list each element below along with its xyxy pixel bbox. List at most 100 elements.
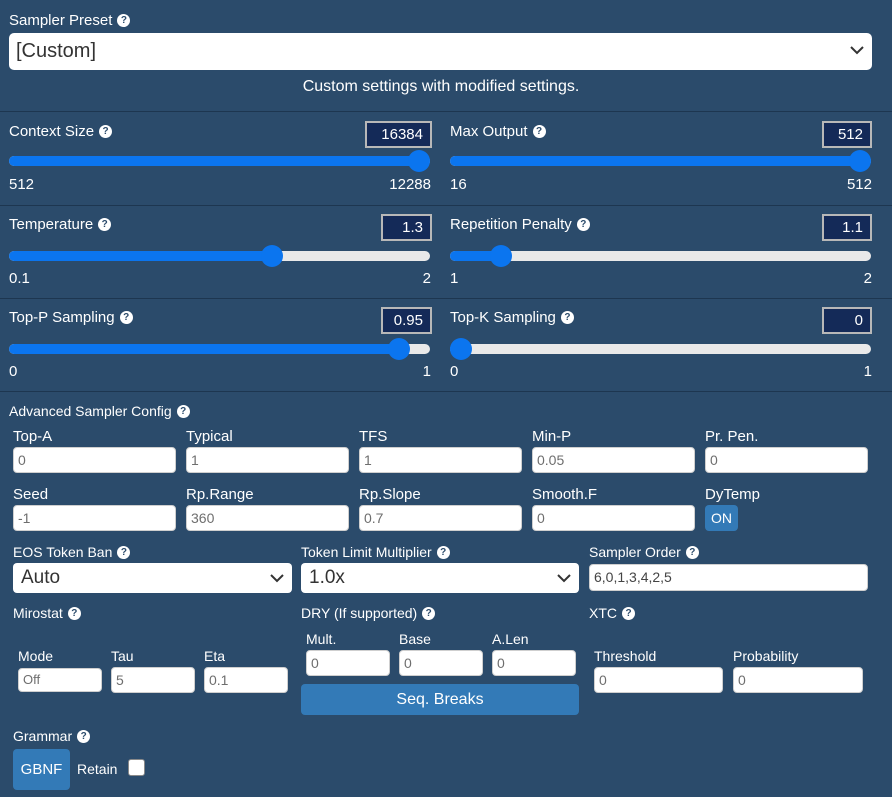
xtc-threshold-input[interactable]: 0 bbox=[594, 667, 723, 693]
top-p-input[interactable]: 0.95 bbox=[381, 307, 432, 334]
token-limit-label: Token Limit Multiplier? bbox=[301, 544, 450, 560]
eos-token-ban-select[interactable]: Auto bbox=[13, 563, 292, 593]
grammar-label: Grammar? bbox=[13, 728, 91, 744]
mirostat-tau-input[interactable]: 5 bbox=[111, 667, 195, 693]
help-icon[interactable]: ? bbox=[99, 124, 113, 138]
top-k-slider[interactable] bbox=[450, 338, 871, 360]
pr-pen-input[interactable]: 0 bbox=[705, 447, 868, 473]
slider-fill bbox=[450, 251, 501, 261]
context-size-input[interactable]: 16384 bbox=[365, 121, 432, 148]
temperature-slider[interactable] bbox=[9, 245, 430, 267]
help-icon[interactable]: ? bbox=[685, 545, 699, 559]
dry-alen-input[interactable]: 0 bbox=[492, 650, 576, 676]
context-size-slider[interactable] bbox=[9, 150, 430, 172]
top-k-label: Top-K Sampling? bbox=[450, 309, 574, 326]
slider-thumb[interactable] bbox=[388, 338, 411, 360]
slider-thumb[interactable] bbox=[489, 245, 512, 267]
dry-label: DRY (If supported)? bbox=[301, 605, 436, 621]
gbnf-button[interactable]: GBNF bbox=[13, 749, 70, 790]
seed-input[interactable]: -1 bbox=[13, 505, 176, 531]
dytemp-toggle-button[interactable]: ON bbox=[705, 505, 738, 531]
mirostat-eta-input[interactable]: 0.1 bbox=[204, 667, 288, 693]
slider-fill bbox=[9, 251, 272, 261]
slider-thumb[interactable] bbox=[408, 150, 430, 172]
sampler-order-input[interactable]: 6,0,1,3,4,2,5 bbox=[589, 564, 868, 591]
max-output-input[interactable]: 512 bbox=[822, 121, 872, 148]
max-output-label-text: Max Output bbox=[450, 123, 528, 140]
slider-thumb[interactable] bbox=[849, 150, 871, 172]
typical-input[interactable]: 1 bbox=[186, 447, 349, 473]
top-k-input[interactable]: 0 bbox=[822, 307, 872, 334]
slider-fill bbox=[9, 156, 419, 166]
max-output-max: 512 bbox=[846, 176, 872, 193]
context-size-label: Context Size? bbox=[9, 123, 113, 140]
sampler-order-label: Sampler Order? bbox=[589, 544, 699, 560]
sampler-preset-value: [Custom] bbox=[16, 40, 97, 62]
seq-breaks-button[interactable]: Seq. Breaks bbox=[301, 684, 579, 715]
top-a-input[interactable]: 0 bbox=[13, 447, 176, 473]
top-p-label-text: Top-P Sampling bbox=[9, 309, 115, 326]
dry-mult-input[interactable]: 0 bbox=[306, 650, 390, 676]
mirostat-mode-select[interactable]: Off bbox=[18, 668, 102, 692]
top-k-min: 0 bbox=[450, 363, 459, 380]
temperature-max: 2 bbox=[422, 270, 431, 287]
tfs-input[interactable]: 1 bbox=[359, 447, 522, 473]
top-a-label: Top-A bbox=[13, 428, 53, 445]
min-p-input[interactable]: 0.05 bbox=[532, 447, 695, 473]
retain-checkbox[interactable] bbox=[128, 759, 145, 776]
help-icon[interactable]: ? bbox=[622, 606, 635, 620]
mirostat-eta-label: Eta bbox=[204, 648, 226, 664]
help-icon[interactable]: ? bbox=[67, 606, 81, 620]
slider-thumb[interactable] bbox=[261, 245, 283, 267]
dry-base-label: Base bbox=[399, 631, 431, 647]
mirostat-tau-label: Tau bbox=[111, 648, 134, 664]
help-icon[interactable]: ? bbox=[176, 404, 190, 418]
sampler-preset-label: Sampler Preset? bbox=[9, 12, 131, 29]
divider bbox=[0, 298, 892, 299]
help-icon[interactable]: ? bbox=[119, 310, 133, 324]
xtc-probability-label: Probability bbox=[733, 648, 799, 664]
top-p-max: 1 bbox=[422, 363, 431, 380]
token-limit-value: 1.0x bbox=[309, 567, 345, 588]
help-icon[interactable]: ? bbox=[77, 729, 91, 743]
xtc-label-text: XTC bbox=[589, 605, 617, 621]
min-p-label: Min-P bbox=[532, 428, 572, 445]
help-icon[interactable]: ? bbox=[532, 124, 546, 138]
xtc-probability-input[interactable]: 0 bbox=[733, 667, 863, 693]
dry-base-input[interactable]: 0 bbox=[399, 650, 483, 676]
help-icon[interactable]: ? bbox=[576, 217, 590, 231]
repetition-penalty-label: Repetition Penalty? bbox=[450, 216, 590, 233]
slider-thumb[interactable] bbox=[450, 338, 472, 360]
smooth-f-label: Smooth.F bbox=[532, 486, 598, 503]
dytemp-label: DyTemp bbox=[705, 486, 761, 503]
help-icon[interactable]: ? bbox=[117, 545, 131, 559]
xtc-label: XTC? bbox=[589, 605, 635, 621]
sampler-preset-select[interactable]: [Custom] bbox=[9, 33, 872, 70]
temperature-input[interactable]: 1.3 bbox=[381, 214, 432, 241]
max-output-slider[interactable] bbox=[450, 150, 871, 172]
rp-range-input[interactable]: 360 bbox=[186, 505, 349, 531]
divider bbox=[0, 391, 892, 392]
repetition-penalty-slider[interactable] bbox=[450, 245, 871, 267]
help-icon[interactable]: ? bbox=[98, 217, 112, 231]
top-k-max: 1 bbox=[863, 363, 872, 380]
token-limit-label-text: Token Limit Multiplier bbox=[301, 544, 432, 560]
top-k-label-text: Top-K Sampling bbox=[450, 309, 556, 326]
help-icon[interactable]: ? bbox=[422, 606, 436, 620]
seed-label: Seed bbox=[13, 486, 49, 503]
typical-label: Typical bbox=[186, 428, 233, 445]
help-icon[interactable]: ? bbox=[117, 13, 131, 27]
help-icon[interactable]: ? bbox=[560, 310, 574, 324]
token-limit-select[interactable]: 1.0x bbox=[301, 563, 579, 593]
top-p-min: 0 bbox=[9, 363, 18, 380]
context-size-max: 12288 bbox=[389, 176, 431, 193]
help-icon[interactable]: ? bbox=[436, 545, 450, 559]
divider bbox=[0, 111, 892, 112]
rp-slope-label: Rp.Slope bbox=[359, 486, 421, 503]
repetition-penalty-input[interactable]: 1.1 bbox=[822, 214, 872, 241]
smooth-f-input[interactable]: 0 bbox=[532, 505, 695, 531]
slider-fill bbox=[9, 344, 400, 354]
top-p-slider[interactable] bbox=[9, 338, 430, 360]
rp-slope-input[interactable]: 0.7 bbox=[359, 505, 522, 531]
max-output-min: 16 bbox=[450, 176, 467, 193]
